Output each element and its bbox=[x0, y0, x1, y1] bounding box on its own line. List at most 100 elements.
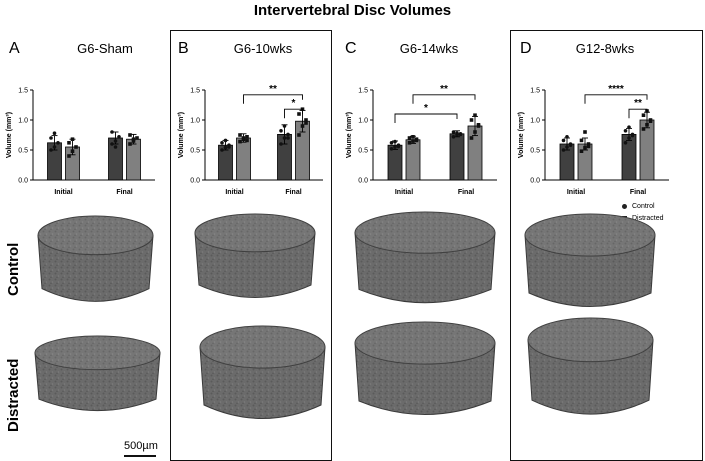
disc-top bbox=[354, 211, 496, 254]
x-category-label: Final bbox=[630, 189, 646, 196]
y-tick-label: 1.5 bbox=[530, 88, 540, 95]
disc-top bbox=[527, 317, 654, 363]
data-point-distracted bbox=[579, 149, 584, 153]
data-point-control bbox=[220, 148, 224, 152]
data-point-distracted bbox=[641, 113, 646, 117]
x-category-label: Final bbox=[116, 189, 132, 196]
data-point-distracted bbox=[469, 136, 474, 140]
data-point-distracted bbox=[238, 133, 242, 137]
data-point-control bbox=[282, 124, 287, 128]
disc-control-0 bbox=[37, 215, 154, 302]
disc-top-highlight bbox=[355, 212, 495, 254]
significance-bracket bbox=[394, 113, 458, 123]
data-point-control bbox=[223, 145, 228, 150]
data-point-distracted bbox=[304, 118, 308, 122]
data-point-control bbox=[52, 145, 57, 149]
data-point-distracted bbox=[297, 112, 301, 116]
disc-top bbox=[194, 213, 316, 253]
data-point-control bbox=[393, 139, 397, 144]
data-point-distracted bbox=[135, 136, 139, 140]
data-point-control bbox=[279, 142, 283, 146]
x-category-label: Initial bbox=[225, 189, 243, 196]
data-point-control bbox=[117, 135, 121, 139]
disc-top-highlight bbox=[195, 214, 315, 252]
data-point-control bbox=[451, 135, 456, 139]
data-point-control bbox=[49, 148, 53, 152]
bar-control bbox=[621, 134, 637, 181]
panel-title-b: G6-10wks bbox=[233, 41, 293, 56]
data-point-control bbox=[52, 131, 57, 135]
significance-bracket bbox=[584, 94, 648, 104]
data-point-control bbox=[389, 147, 394, 151]
data-point-control bbox=[458, 132, 463, 137]
panel-letter-b: B bbox=[178, 40, 189, 57]
data-point-distracted bbox=[583, 145, 587, 150]
y-tick-label: 0.5 bbox=[18, 148, 28, 155]
y-axis-label: Volume (mm³) bbox=[178, 112, 185, 158]
disc-control-2 bbox=[354, 211, 496, 304]
x-category-label: Initial bbox=[567, 189, 585, 196]
significance-bracket bbox=[628, 108, 648, 119]
data-point-distracted bbox=[70, 149, 75, 153]
significance-label: * bbox=[424, 103, 428, 114]
data-point-distracted bbox=[414, 138, 419, 143]
significance-label: * bbox=[292, 98, 296, 109]
data-point-control bbox=[286, 136, 290, 140]
x-category-label: Final bbox=[285, 189, 301, 196]
y-tick-label: 1.5 bbox=[190, 88, 200, 95]
disc-top-highlight bbox=[38, 216, 153, 255]
bar-distracted bbox=[236, 137, 251, 181]
y-tick-label: 0.5 bbox=[530, 148, 540, 155]
y-tick-label: 1.0 bbox=[530, 118, 540, 125]
data-point-distracted bbox=[241, 136, 246, 140]
data-point-distracted bbox=[407, 141, 412, 145]
panel-title-c: G6-14wks bbox=[399, 41, 459, 56]
y-tick-label: 0.0 bbox=[530, 178, 540, 185]
data-point-control bbox=[561, 138, 566, 143]
y-tick-label: 1.5 bbox=[18, 88, 28, 95]
data-point-control bbox=[110, 130, 114, 134]
circle-marker-icon bbox=[622, 203, 627, 209]
data-point-control bbox=[286, 132, 290, 137]
data-point-distracted bbox=[67, 141, 71, 145]
bar-control bbox=[387, 144, 403, 181]
data-point-distracted bbox=[407, 136, 412, 140]
significance-label: ** bbox=[269, 84, 277, 95]
disc-top bbox=[199, 325, 326, 369]
scale-bar bbox=[124, 455, 156, 457]
data-point-control bbox=[630, 133, 635, 138]
y-tick-label: 1.5 bbox=[358, 88, 368, 95]
data-point-control bbox=[565, 135, 569, 139]
data-point-distracted bbox=[583, 130, 587, 134]
data-point-control bbox=[561, 148, 566, 152]
data-point-control bbox=[623, 141, 628, 145]
data-point-control bbox=[455, 131, 459, 135]
significance-bracket bbox=[243, 94, 303, 104]
panel-letter-a: A bbox=[9, 40, 20, 57]
disc-top-highlight bbox=[200, 326, 325, 368]
legend-label-control: Control bbox=[632, 202, 655, 210]
data-point-control bbox=[227, 145, 231, 149]
data-point-distracted bbox=[304, 121, 308, 125]
data-point-distracted bbox=[245, 138, 249, 143]
data-point-control bbox=[627, 125, 631, 129]
legend-label-distracted: Distracted bbox=[632, 214, 664, 222]
data-point-control bbox=[282, 136, 287, 140]
data-point-control bbox=[220, 141, 224, 145]
scale-bar-label: 500µm bbox=[124, 440, 158, 452]
data-point-control bbox=[113, 145, 118, 149]
data-point-control bbox=[396, 144, 401, 149]
significance-label: ** bbox=[634, 98, 642, 109]
significance-bracket bbox=[284, 108, 303, 119]
data-point-distracted bbox=[645, 123, 649, 127]
disc-distracted-3 bbox=[527, 317, 654, 415]
bar-chart-g6-sham: 0.0 0.5 1.0 1.5 Volume (mm³) Initial Final bbox=[6, 88, 155, 196]
y-tick-label: 1.0 bbox=[358, 118, 368, 125]
data-point-control bbox=[389, 141, 394, 145]
disc-control-3 bbox=[524, 213, 656, 307]
y-axis-label: Volume (mm³) bbox=[6, 112, 13, 158]
significance-label: ** bbox=[440, 84, 448, 95]
bar-distracted bbox=[405, 139, 421, 181]
